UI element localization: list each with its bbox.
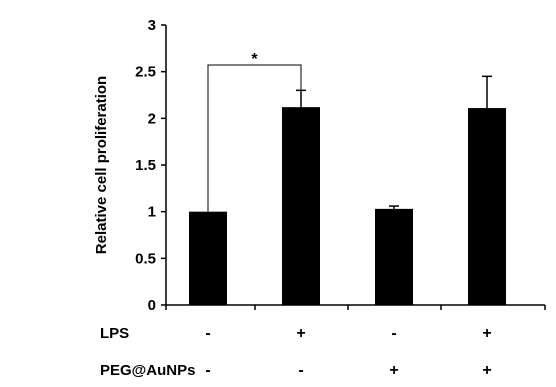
y-tick-label: 0	[148, 297, 156, 314]
bracket-line	[207, 64, 302, 212]
condition-sign: -	[205, 325, 210, 342]
error-bars	[296, 75, 492, 209]
bar	[468, 108, 506, 305]
bar	[375, 208, 413, 305]
y-tick-label: 3	[148, 17, 156, 34]
condition-sign: +	[389, 362, 398, 379]
condition-sign: +	[482, 325, 491, 342]
condition-sign: -	[205, 362, 210, 379]
condition-label: PEG@AuNPs	[100, 362, 195, 379]
y-tick-label: 1	[148, 204, 156, 221]
bar	[189, 211, 227, 305]
bar	[282, 107, 320, 305]
y-tick-label: 0.5	[135, 250, 156, 267]
significance-star: *	[251, 51, 258, 68]
significance-bracket: *	[207, 51, 302, 212]
y-tick-label: 2.5	[135, 64, 156, 81]
bars	[189, 107, 506, 305]
condition-sign: -	[391, 325, 396, 342]
condition-sign: -	[298, 362, 303, 379]
y-tick-label: 1.5	[135, 157, 156, 174]
y-tick-label: 2	[148, 110, 156, 127]
y-axis-title: Relative cell proliferation	[93, 76, 110, 254]
y-tick-labels: 0 0.5 1 1.5 2 2.5 3	[135, 17, 156, 314]
condition-sign: +	[482, 362, 491, 379]
condition-label: LPS	[100, 325, 129, 342]
condition-sign: +	[296, 325, 305, 342]
condition-table: LPS - + - +PEG@AuNPs - - + +	[100, 325, 492, 379]
